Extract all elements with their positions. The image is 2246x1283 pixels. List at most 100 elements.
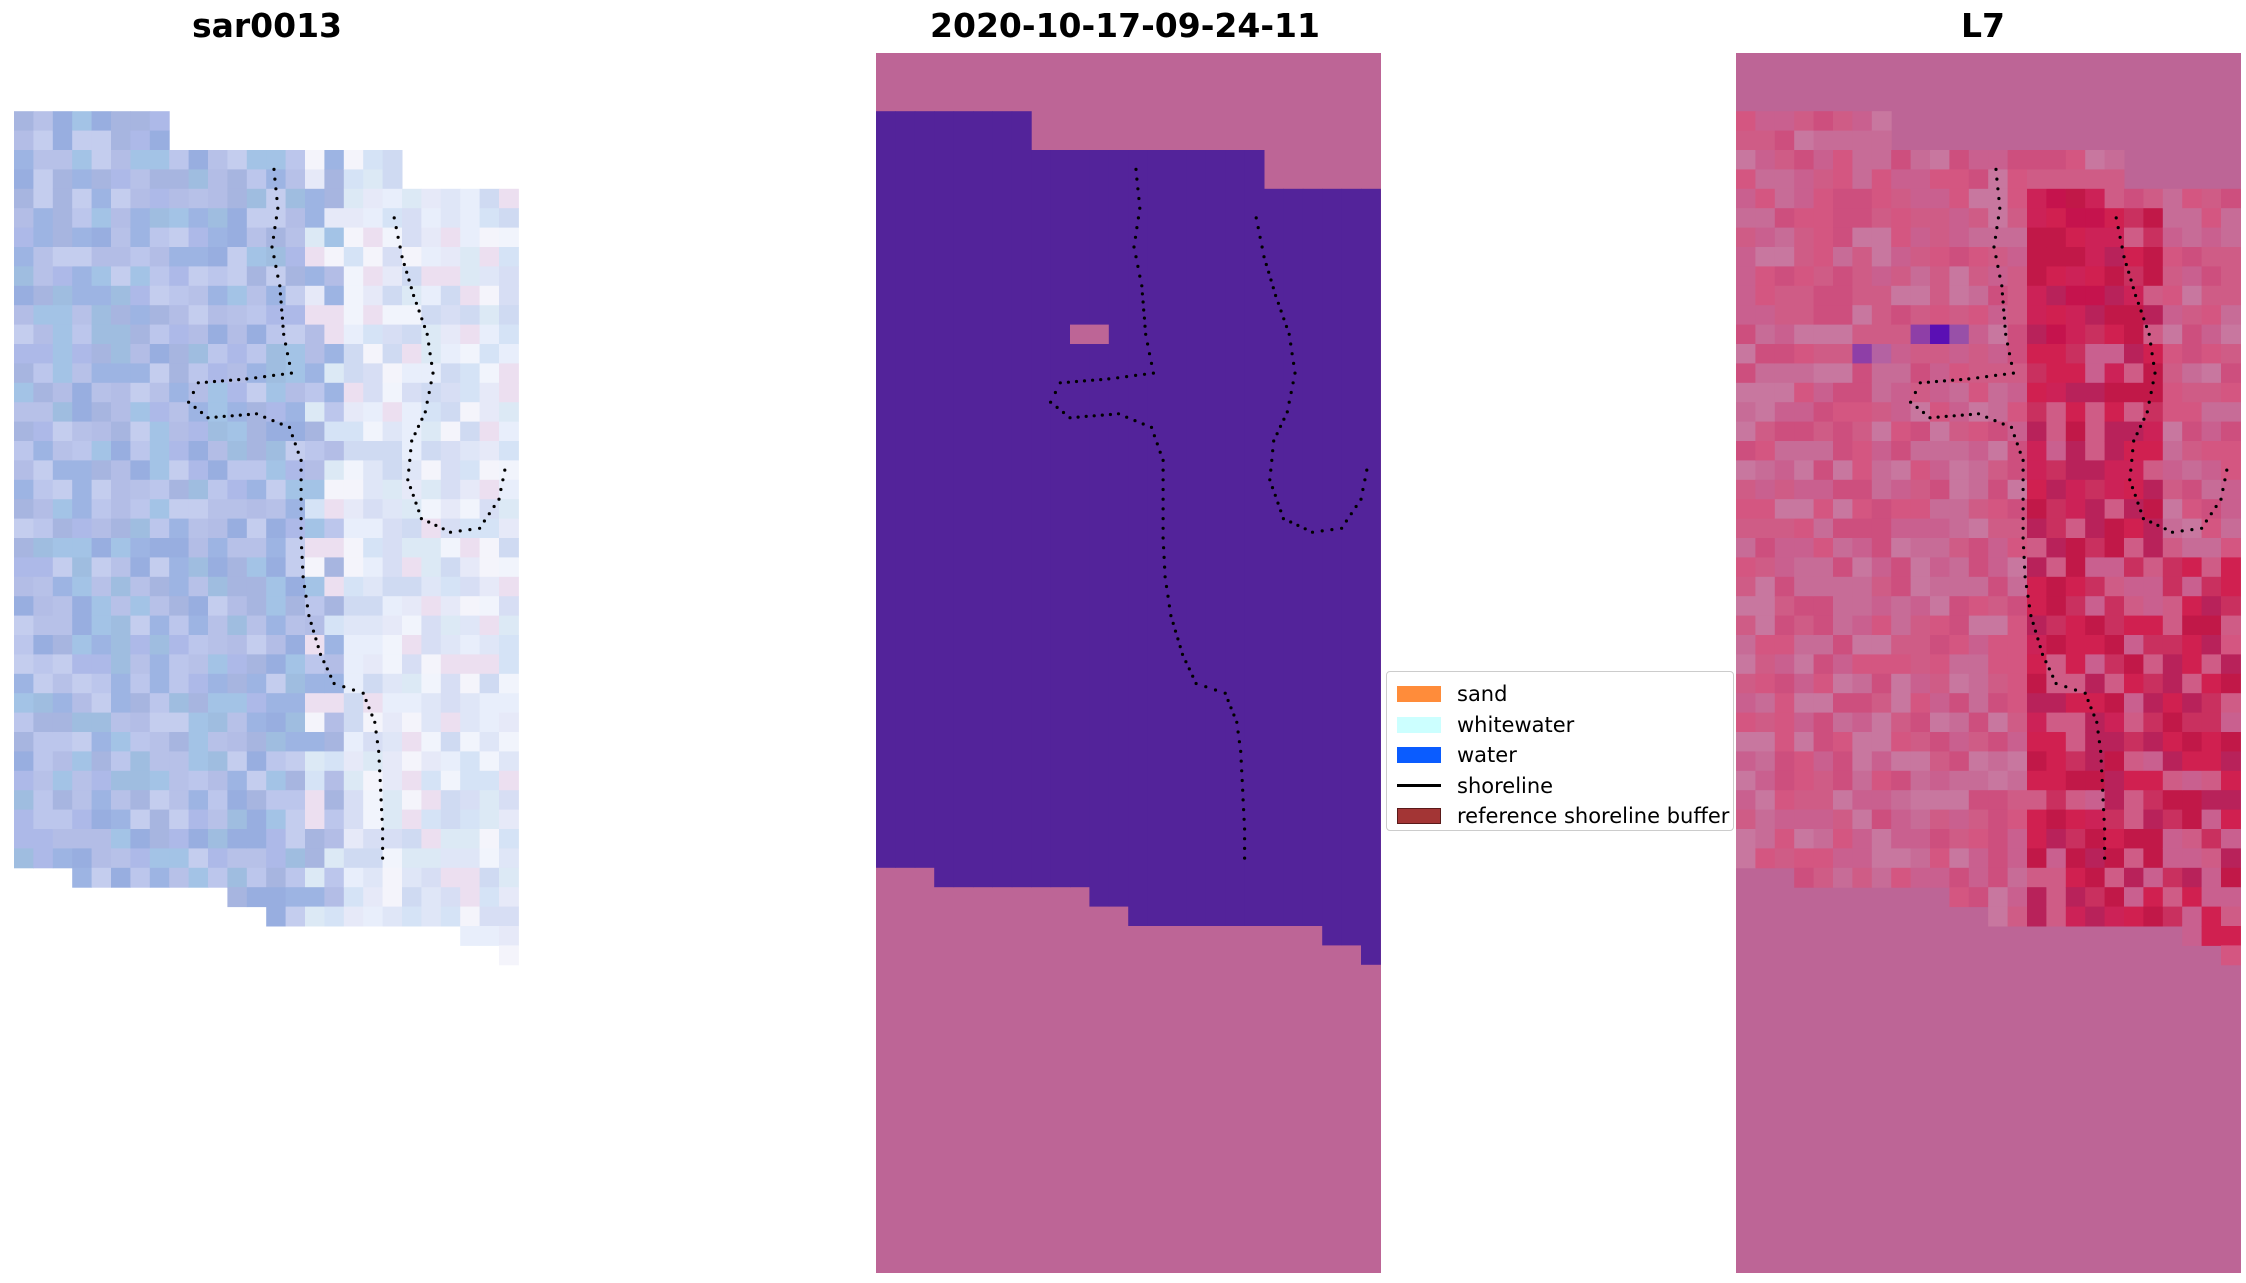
pixel	[305, 848, 325, 869]
pixel	[499, 402, 519, 423]
shoreline-point	[1349, 512, 1353, 516]
pixel	[2124, 247, 2144, 267]
shoreline-point	[2223, 478, 2227, 482]
pixel	[266, 770, 287, 791]
water-class-column	[876, 111, 896, 868]
pixel	[188, 188, 209, 209]
shoreline-point	[2152, 361, 2156, 365]
pixel	[499, 790, 519, 811]
pixel	[2046, 693, 2067, 714]
water-class-column	[1205, 150, 1226, 926]
pixel	[2124, 499, 2144, 520]
pixel	[1813, 363, 1834, 384]
pixel	[2104, 285, 2125, 306]
shoreline-point	[380, 817, 384, 821]
pixel	[2065, 382, 2086, 403]
pixel	[1852, 266, 1873, 287]
pixel	[363, 576, 384, 597]
pixel	[1968, 654, 1989, 675]
pixel	[33, 635, 54, 655]
pixel	[2007, 227, 2028, 248]
pixel	[402, 887, 422, 908]
shoreline-point	[1275, 432, 1279, 436]
pixel	[479, 926, 500, 946]
shoreline-point	[2009, 361, 2014, 365]
pixel	[33, 790, 54, 811]
pixel	[266, 324, 287, 345]
nodata-patch	[1070, 324, 1109, 344]
pixel	[149, 790, 170, 811]
pixel	[33, 576, 54, 597]
pixel	[2104, 305, 2125, 326]
index-image-panel	[1736, 53, 2241, 1273]
pixel	[1949, 596, 1970, 617]
shoreline-point	[2151, 381, 2155, 385]
pixel	[2007, 285, 2028, 306]
pixel	[2182, 538, 2203, 558]
shoreline-point	[237, 378, 241, 382]
pixel	[208, 635, 228, 655]
pixel	[208, 460, 228, 481]
shoreline-point	[1992, 245, 1996, 249]
pixel	[2104, 441, 2125, 461]
pixel	[324, 867, 345, 888]
pixel	[1852, 518, 1873, 539]
pixel	[1852, 829, 1873, 849]
pixel	[130, 363, 151, 384]
pixel	[1949, 693, 1970, 714]
pixel	[208, 344, 228, 364]
pixel	[1910, 615, 1931, 636]
panel-title-index: L7	[1961, 6, 2005, 45]
pixel	[2085, 188, 2106, 209]
pixel	[499, 693, 519, 714]
pixel	[2143, 809, 2164, 830]
pixel	[2046, 732, 2067, 752]
shoreline-point	[1138, 206, 1142, 210]
pixel	[2027, 887, 2047, 908]
pixel	[2143, 305, 2164, 326]
pixel	[1755, 596, 1776, 617]
pixel	[440, 363, 461, 384]
pixel	[460, 751, 481, 772]
pixel	[343, 227, 364, 248]
pixel	[285, 829, 306, 849]
shoreline-point	[1243, 827, 1247, 831]
pixel	[72, 266, 93, 287]
pixel	[91, 111, 112, 132]
pixel	[1968, 693, 1989, 714]
pixel	[1852, 363, 1873, 384]
pixel	[33, 693, 54, 714]
pixel	[33, 208, 54, 229]
pixel	[1930, 169, 1950, 190]
pixel	[52, 576, 73, 597]
pixel	[1755, 382, 1776, 403]
pixel	[130, 227, 151, 248]
pixel	[499, 867, 519, 888]
pixel	[343, 208, 364, 229]
pixel	[2221, 635, 2241, 655]
legend-item-shoreline: shoreline	[1397, 771, 1723, 802]
pixel	[2201, 635, 2222, 655]
shoreline-point	[2099, 749, 2103, 754]
pixel	[91, 518, 112, 539]
pixel	[1930, 324, 1950, 345]
pixel	[2182, 906, 2203, 927]
pixel	[2046, 305, 2067, 326]
shoreline-point	[2095, 720, 2099, 724]
pixel	[2182, 596, 2203, 617]
shoreline-point	[379, 798, 383, 802]
pixel	[402, 247, 422, 267]
water-class-column	[1283, 188, 1304, 927]
pixel	[169, 188, 190, 209]
pixel	[1736, 421, 1756, 442]
shoreline-point	[2147, 400, 2151, 404]
pixel	[246, 460, 267, 481]
pixel	[52, 305, 73, 326]
shoreline-point	[2100, 778, 2104, 783]
pixel	[460, 867, 481, 888]
pixel	[479, 887, 500, 908]
pixel	[2046, 382, 2067, 403]
pixel	[2201, 906, 2222, 927]
shoreline-point	[2021, 536, 2025, 540]
shoreline-point	[299, 458, 303, 462]
